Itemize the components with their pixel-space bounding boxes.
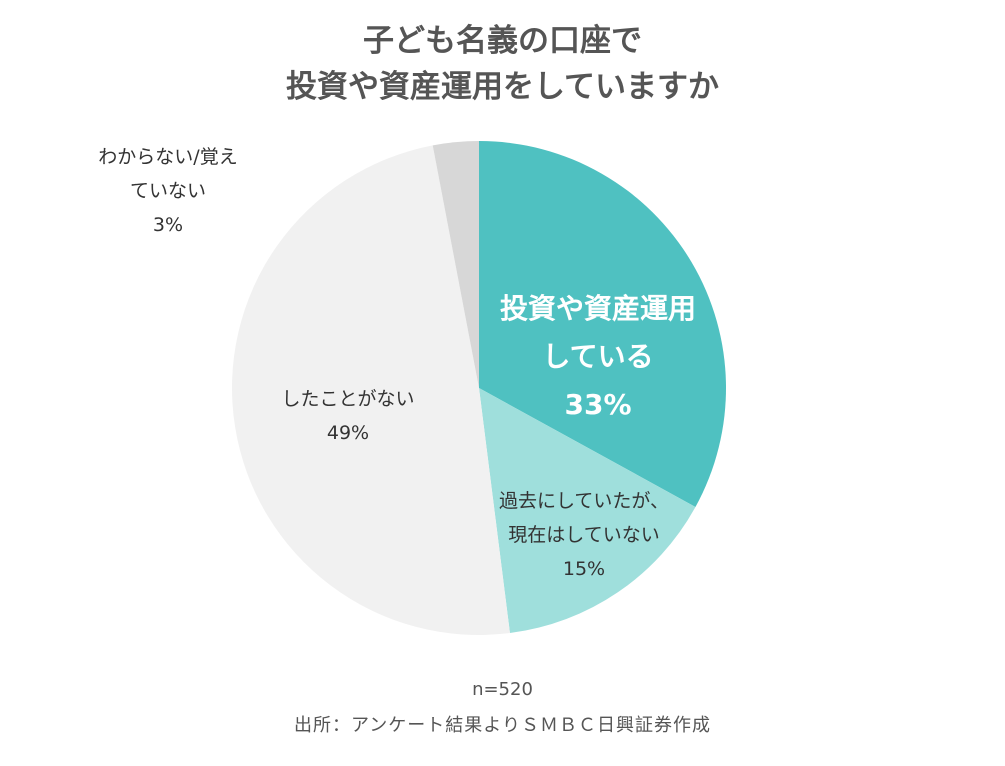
slice-label-never-invested-1: したことがない	[281, 388, 414, 410]
slice-label-invested-before-1: 過去にしていたが、	[499, 490, 669, 512]
data-label-invested-now: 33%	[564, 388, 631, 421]
slice-label-unknown-1: わからない/覚え	[98, 146, 237, 168]
pie-slice-unknown	[432, 141, 479, 388]
pie-slice-never-invested	[232, 145, 510, 635]
data-label-invested-before: 15%	[563, 558, 605, 580]
chart-title-line-1: 子ども名義の口座で	[363, 23, 642, 59]
chart-title-line-2: 投資や資産運用をしていますか	[285, 69, 720, 105]
slice-label-unknown-2: ていない	[130, 180, 206, 202]
data-label-unknown: 3%	[153, 214, 183, 236]
sample-size: n=520	[472, 679, 533, 700]
slice-label-invested-before-2: 現在はしていない	[508, 524, 659, 546]
pie-slice-invested-before	[479, 388, 696, 634]
slice-label-invested-now-2: している	[542, 340, 653, 373]
pie-slice-invested-now	[479, 141, 727, 507]
data-label-never-invested: 49%	[327, 422, 369, 444]
source-note: 出所：アンケート結果よりＳＭＢＣ日興証券作成	[294, 715, 711, 736]
slice-label-invested-now-1: 投資や資産運用	[500, 292, 696, 325]
